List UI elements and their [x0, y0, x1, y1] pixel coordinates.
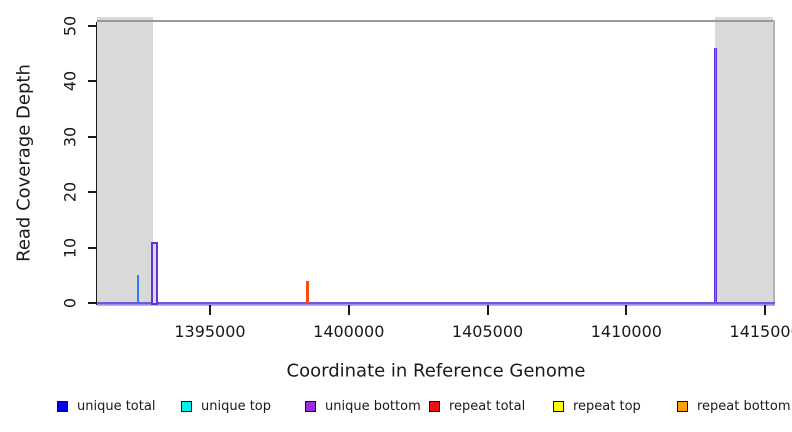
- legend-item: repeat bottom: [677, 398, 791, 414]
- legend-label: unique top: [201, 398, 272, 414]
- x-tick-label: 1400000: [313, 322, 385, 341]
- y-tick-label: 50: [60, 15, 80, 37]
- x-tick: [625, 305, 628, 315]
- x-axis-title: Coordinate in Reference Genome: [286, 360, 586, 382]
- y-axis-line: [95, 22, 97, 305]
- legend-item: unique bottom: [305, 398, 421, 414]
- y-tick-label: 40: [60, 71, 80, 92]
- y-tick-label: 20: [60, 181, 80, 203]
- legend-label: repeat top: [573, 398, 641, 414]
- y-tick: [87, 80, 96, 83]
- shaded-region: [97, 17, 154, 303]
- x-axis-line: [97, 305, 775, 306]
- legend-item: repeat top: [553, 398, 641, 414]
- legend-item: unique total: [57, 398, 156, 414]
- legend-item: unique top: [181, 398, 272, 414]
- legend-swatch: [677, 400, 688, 412]
- legend-swatch: [553, 400, 564, 412]
- coverage-baseline: [97, 301, 775, 305]
- spike: [305, 280, 309, 303]
- y-axis-title: Read Coverage Depth: [13, 64, 35, 262]
- legend-item: repeat total: [429, 398, 526, 414]
- plot-right-border: [773, 20, 775, 303]
- y-tick-label: 30: [60, 126, 80, 147]
- y-tick: [87, 24, 96, 27]
- legend-label: unique total: [77, 398, 156, 414]
- y-tick: [87, 302, 96, 304]
- y-tick-label: 10: [60, 237, 80, 258]
- spike: [136, 275, 139, 303]
- plot-top-border: [97, 20, 775, 22]
- x-tick: [764, 305, 767, 315]
- y-tick: [87, 191, 96, 194]
- y-tick-label: 0: [60, 297, 80, 309]
- x-tick-label: 1395000: [174, 322, 246, 341]
- y-tick: [87, 246, 96, 249]
- x-tick: [347, 305, 350, 315]
- x-tick-label: 1415000: [729, 322, 792, 341]
- x-tick-label: 1405000: [451, 322, 524, 341]
- x-tick: [486, 305, 489, 315]
- legend-swatch: [181, 400, 192, 412]
- spike: [713, 48, 717, 303]
- shaded-region: [714, 17, 774, 303]
- spike: [150, 242, 158, 305]
- y-tick: [87, 135, 96, 138]
- legend-label: unique bottom: [325, 398, 421, 414]
- x-tick-label: 1410000: [590, 322, 662, 341]
- legend-label: repeat bottom: [697, 398, 791, 414]
- x-tick: [208, 305, 211, 315]
- legend-swatch: [305, 400, 316, 412]
- legend-swatch: [429, 400, 440, 412]
- legend-swatch: [57, 400, 68, 412]
- legend-label: repeat total: [449, 398, 526, 414]
